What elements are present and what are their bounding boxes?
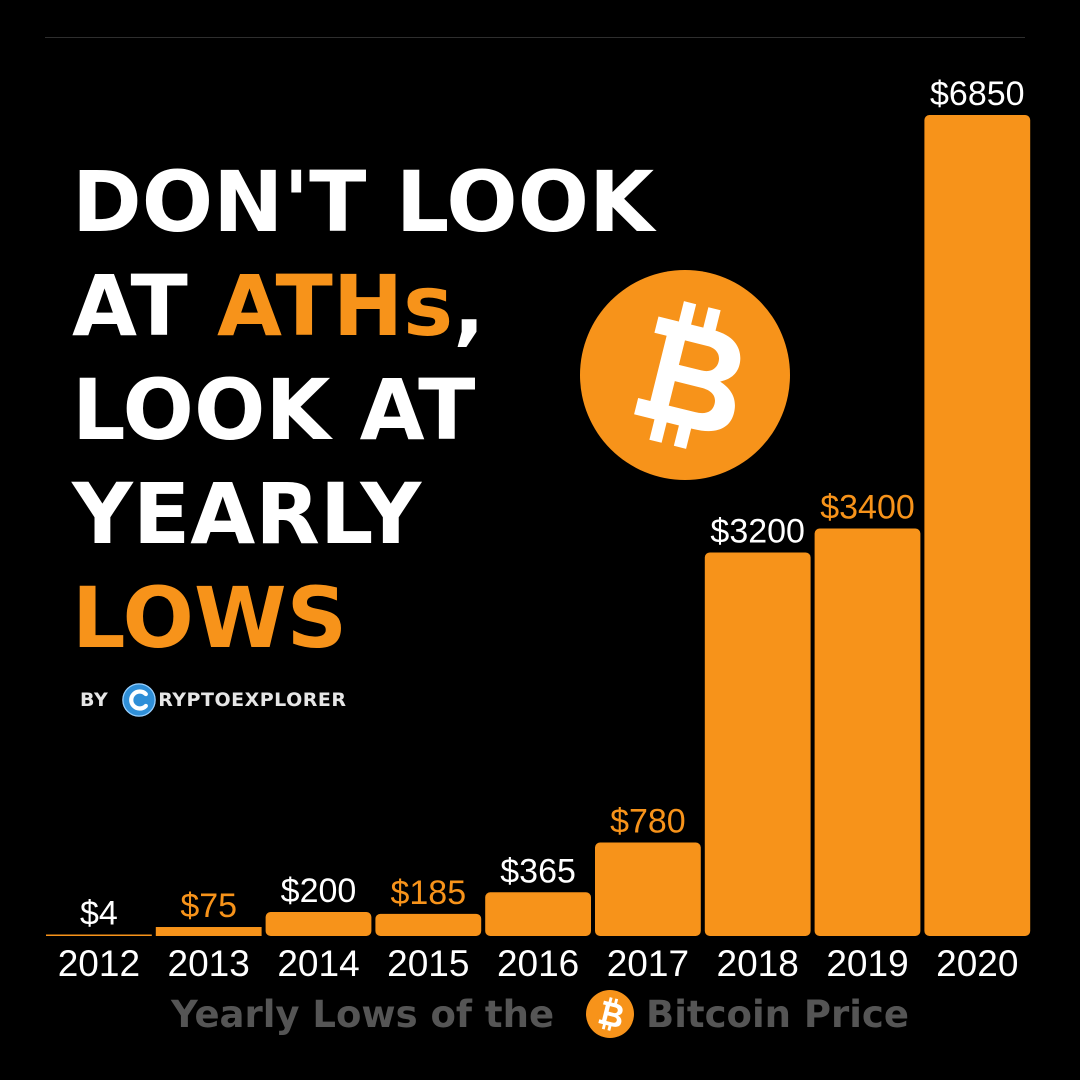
bar-2012 <box>46 934 152 936</box>
x-tick-label-2014: 2014 <box>277 943 359 984</box>
value-label-2012: $4 <box>80 895 118 933</box>
headline-line-2: AT ATHs, <box>72 254 654 358</box>
headline-highlight-aths: ATHs <box>217 257 454 355</box>
headline-line-4: YEARLY <box>72 465 422 563</box>
caption-part-1: Yearly Lows of the <box>171 992 555 1036</box>
bar-2014 <box>265 912 372 936</box>
value-label-2016: $365 <box>500 852 576 890</box>
byline-by: BY <box>80 689 109 711</box>
chart-caption: Yearly Lows of the Bitcoin Price <box>0 990 1080 1038</box>
byline-brand: RYPTOEXPLORER <box>158 689 347 711</box>
byline: BY RYPTOEXPLORER <box>80 683 346 717</box>
x-tick-label-2018: 2018 <box>717 943 799 984</box>
headline-line-2-prefix: AT <box>72 257 218 355</box>
headline: DON'T LOOK AT ATHs, LOOK AT YEARLY LOWS <box>72 150 654 670</box>
value-label-2018: $3200 <box>710 512 805 550</box>
headline-line-3: LOOK AT <box>72 361 476 459</box>
bar-2013 <box>155 927 262 936</box>
x-tick-label-2016: 2016 <box>497 943 579 984</box>
value-label-2014: $200 <box>281 872 357 910</box>
value-label-2019: $3400 <box>820 488 915 526</box>
x-tick-label-2020: 2020 <box>936 943 1018 984</box>
bar-2018 <box>704 552 811 936</box>
value-label-2013: $75 <box>180 887 237 925</box>
top-divider <box>45 37 1025 38</box>
bitcoin-logo-icon <box>580 270 790 480</box>
x-tick-label-2013: 2013 <box>168 943 250 984</box>
bar-2020 <box>924 115 1031 936</box>
bar-2016 <box>485 892 591 936</box>
value-label-2017: $780 <box>610 803 686 841</box>
value-label-2015: $185 <box>390 874 466 912</box>
x-tick-label-2012: 2012 <box>58 943 140 984</box>
x-tick-label-2015: 2015 <box>387 943 469 984</box>
value-label-2020: $6850 <box>930 75 1025 113</box>
x-tick-label-2019: 2019 <box>826 943 908 984</box>
bar-2019 <box>814 528 921 936</box>
caption-part-2: Bitcoin Price <box>646 992 909 1036</box>
headline-line-2-suffix: , <box>453 257 486 355</box>
bitcoin-logo-icon <box>586 990 635 1038</box>
cryptoexplorer-logo-icon <box>122 683 156 717</box>
bar-2017 <box>595 842 701 936</box>
headline-line-1: DON'T LOOK <box>72 153 655 251</box>
headline-highlight-lows: LOWS <box>72 569 348 667</box>
x-tick-label-2017: 2017 <box>607 943 689 984</box>
bar-2015 <box>375 913 482 936</box>
